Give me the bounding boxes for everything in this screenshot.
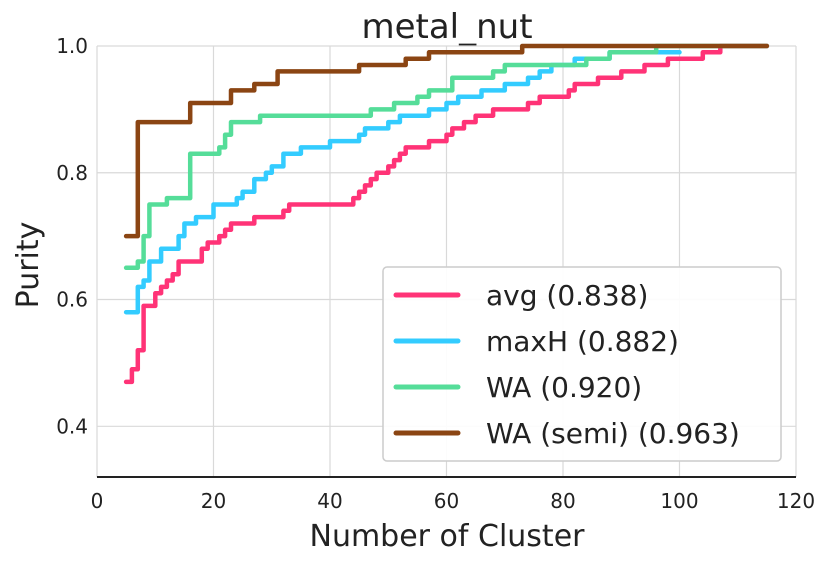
y-tick-label: 1.0: [56, 34, 88, 58]
x-tick-label: 20: [201, 489, 226, 513]
x-tick-label: 80: [550, 489, 575, 513]
legend-label: WA (semi) (0.963): [486, 417, 740, 450]
x-axis-title: Number of Cluster: [310, 519, 586, 554]
series-line-avg: [123, 43, 770, 385]
legend-box: [382, 266, 782, 462]
legend-label: WA (0.920): [486, 371, 642, 404]
y-tick-label: 0.6: [56, 288, 88, 312]
x-tick-label: 60: [434, 489, 459, 513]
tick-labels: 0 20 40 60 80 100 120 0.4 0.6 0.8 1.0: [56, 34, 815, 513]
x-tick-label: 0: [91, 489, 104, 513]
x-tick-label: 100: [660, 489, 698, 513]
y-tick-label: 0.4: [56, 414, 88, 438]
x-tick-label: 40: [317, 489, 342, 513]
legend-label: maxH (0.882): [486, 325, 679, 358]
legend-label: avg (0.838): [486, 279, 648, 312]
y-axis-title: Purity: [11, 222, 46, 309]
x-tick-label: 120: [777, 489, 815, 513]
series-lines: [123, 43, 770, 385]
legend: avg (0.838) maxH (0.882) WA (0.920) WA (sem…: [382, 266, 782, 462]
series-line-wa-semi: [123, 43, 770, 239]
y-tick-label: 0.8: [56, 161, 88, 185]
chart-title: metal_nut: [361, 7, 532, 47]
series-line-maxh: [123, 50, 682, 315]
series-line-wa: [123, 43, 770, 271]
